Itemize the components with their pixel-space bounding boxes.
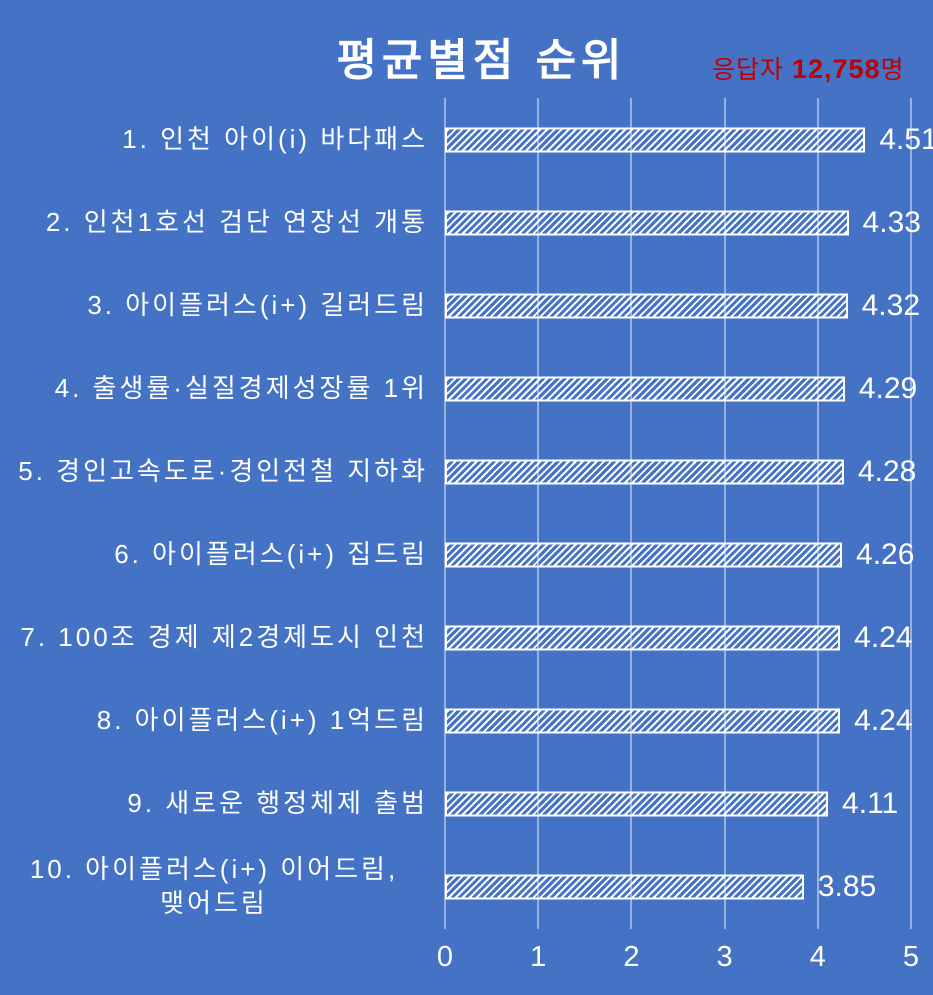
category-label: 8. 아이플러스(i+) 1억드림 bbox=[96, 705, 428, 736]
category-label: 5. 경인고속도로·경인전철 지하화 bbox=[18, 456, 428, 487]
category-label: 10. 아이플러스(i+) 이어드림, 맺어드림 bbox=[29, 854, 399, 919]
gridline-x2 bbox=[630, 98, 633, 929]
category-label: 9. 새로운 행정체제 출범 bbox=[127, 788, 428, 819]
bar-row: 9. 새로운 행정체제 출범 4.11 bbox=[0, 763, 933, 846]
respondents-suffix: 명 bbox=[880, 56, 905, 84]
category-label: 6. 아이플러스(i+) 집드림 bbox=[114, 539, 428, 570]
bar-row: 7. 100조 경제 제2경제도시 인천 4.24 bbox=[0, 597, 933, 680]
respondents-count: 12,758 bbox=[791, 54, 881, 84]
value-label: 4.24 bbox=[854, 621, 913, 655]
value-label: 4.29 bbox=[858, 371, 918, 405]
value-label: 4.26 bbox=[856, 538, 915, 572]
respondents-label: 응답자 bbox=[712, 56, 792, 84]
gridline-x3 bbox=[723, 98, 726, 929]
bar bbox=[445, 376, 845, 402]
bar-row: 10. 아이플러스(i+) 이어드림, 맺어드림 3.85 bbox=[0, 846, 933, 929]
x-axis-tick-label: 3 bbox=[716, 941, 733, 973]
x-axis-tick-label: 5 bbox=[902, 941, 920, 973]
category-label: 7. 100조 경제 제2경제도시 인천 bbox=[20, 622, 428, 653]
x-axis-tick-label: 4 bbox=[809, 941, 826, 973]
bar-row: 2. 인천1호선 검단 연장선 개통 4.33 bbox=[0, 181, 933, 264]
gridline-x5 bbox=[910, 98, 912, 929]
bar bbox=[445, 791, 829, 817]
x-axis-tick-label: 1 bbox=[530, 941, 547, 973]
x-axis-tick-label: 2 bbox=[623, 941, 640, 973]
bar bbox=[445, 542, 842, 568]
category-label: 3. 아이플러스(i+) 길러드림 bbox=[87, 289, 428, 320]
bar-row: 8. 아이플러스(i+) 1억드림 4.24 bbox=[0, 680, 933, 763]
bar-row: 5. 경인고속도로·경인전철 지하화 4.28 bbox=[0, 430, 933, 513]
bar bbox=[445, 708, 841, 734]
bar-row: 1. 인천 아이(i) 바다패스 4.51 bbox=[0, 98, 933, 181]
x-axis-tick-label: 0 bbox=[436, 941, 454, 973]
gridline-x0 bbox=[444, 98, 446, 929]
bar bbox=[445, 625, 841, 651]
bar bbox=[445, 874, 804, 900]
category-label: 4. 출생률·실질경제성장률 1위 bbox=[54, 372, 428, 403]
bar-row: 4. 출생률·실질경제성장률 1위 4.29 bbox=[0, 347, 933, 430]
bar bbox=[445, 210, 849, 236]
value-label: 4.11 bbox=[842, 787, 899, 821]
value-label: 4.32 bbox=[861, 288, 920, 322]
category-label: 2. 인천1호선 검단 연장선 개통 bbox=[45, 206, 428, 237]
bar bbox=[445, 127, 866, 153]
respondents-note: 응답자 12,758명 bbox=[712, 50, 905, 86]
bar-row: 3. 아이플러스(i+) 길러드림 4.32 bbox=[0, 264, 933, 347]
bar bbox=[445, 459, 844, 485]
value-label: 4.51 bbox=[879, 122, 933, 156]
value-label: 4.24 bbox=[854, 704, 913, 738]
category-label: 1. 인천 아이(i) 바다패스 bbox=[122, 123, 428, 154]
gridline-x4 bbox=[816, 98, 819, 929]
chart-title: 평균별점 순위 bbox=[336, 36, 627, 85]
value-label: 4.33 bbox=[862, 205, 921, 239]
gridline-x1 bbox=[537, 98, 540, 929]
value-label: 3.85 bbox=[817, 870, 877, 904]
bar bbox=[445, 293, 848, 319]
value-label: 4.28 bbox=[857, 454, 917, 488]
bar-row: 6. 아이플러스(i+) 집드림 4.26 bbox=[0, 514, 933, 597]
